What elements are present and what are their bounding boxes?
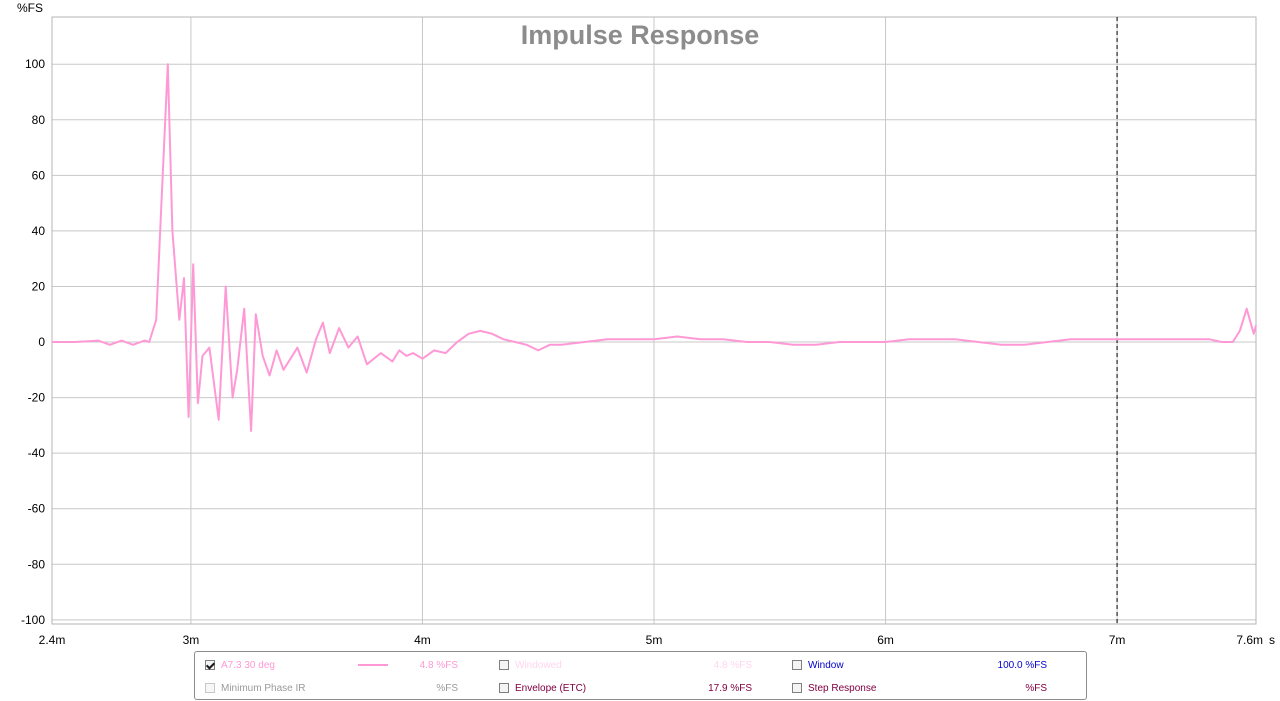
legend-item-min-phase[interactable]: Minimum Phase IR xyxy=(205,678,305,698)
legend-item-label: Window xyxy=(808,659,844,671)
legend-item-step[interactable]: Step Response xyxy=(792,678,876,698)
x-tick-label: 7.6m xyxy=(1236,633,1263,647)
y-tick-label: 20 xyxy=(32,279,46,293)
legend-item-label: A7.3 30 deg xyxy=(221,659,275,671)
legend-item-value: 17.9 %FS xyxy=(708,682,752,694)
x-tick-label: 5m xyxy=(646,633,663,647)
y-tick-label: -40 xyxy=(28,446,46,460)
legend-item-label: Windowed xyxy=(515,659,562,671)
legend-item-label: Envelope (ETC) xyxy=(515,682,587,694)
chart-title: Impulse Response xyxy=(521,20,760,50)
x-tick-label: 4m xyxy=(414,633,431,647)
legend-item-label: Minimum Phase IR xyxy=(221,682,306,694)
legend-item-window[interactable]: Window xyxy=(792,655,844,675)
checkbox-icon[interactable] xyxy=(499,683,509,693)
checkbox-icon[interactable] xyxy=(792,683,802,693)
checkbox-icon[interactable] xyxy=(205,660,215,670)
y-tick-label: 60 xyxy=(32,168,46,182)
checkbox-icon[interactable] xyxy=(792,660,802,670)
x-tick-label: 7m xyxy=(1109,633,1126,647)
y-tick-label: -20 xyxy=(28,391,46,405)
series-swatch xyxy=(358,664,388,666)
y-tick-label: 80 xyxy=(32,113,46,127)
x-tick-label: 3m xyxy=(183,633,200,647)
legend-item-value: 100.0 %FS xyxy=(997,659,1047,671)
legend-row: Minimum Phase IR %FS Envelope (ETC) 17.9… xyxy=(195,678,1086,698)
legend-item-value: %FS xyxy=(1025,682,1047,694)
y-tick-label: 40 xyxy=(32,224,46,238)
x-tick-labels: 2.4m 3m 4m 5m 6m 7m 7.6m xyxy=(39,633,1263,647)
y-tick-label: -80 xyxy=(28,557,46,571)
y-tick-label: -60 xyxy=(28,502,46,516)
y-tick-labels: 100 80 60 40 20 0 -20 -40 -60 -80 -100 xyxy=(21,57,45,627)
series-line xyxy=(52,63,1257,432)
x-tick-label: 2.4m xyxy=(39,633,66,647)
legend-panel: A7.3 30 deg 4.8 %FS Windowed 4.8 %FS Win… xyxy=(194,651,1087,700)
y-tick-label: -100 xyxy=(21,613,45,627)
checkbox-icon[interactable] xyxy=(205,683,215,693)
legend-item-value: %FS xyxy=(436,682,458,694)
x-tick-label: 6m xyxy=(877,633,894,647)
legend-row: A7.3 30 deg 4.8 %FS Windowed 4.8 %FS Win… xyxy=(195,655,1086,675)
checkbox-icon[interactable] xyxy=(499,660,509,670)
legend-item-windowed[interactable]: Windowed xyxy=(499,655,562,675)
x-axis-unit: s xyxy=(1269,633,1275,647)
legend-item-label: Step Response xyxy=(808,682,877,694)
legend-item-main[interactable]: A7.3 30 deg xyxy=(205,655,275,675)
y-tick-label: 0 xyxy=(38,335,45,349)
legend-item-value: 4.8 %FS xyxy=(713,659,752,671)
grid-lines xyxy=(52,17,1256,624)
legend-item-envelope[interactable]: Envelope (ETC) xyxy=(499,678,586,698)
plot-frame xyxy=(51,16,1257,625)
y-tick-label: 100 xyxy=(25,57,45,71)
y-axis-unit: %FS xyxy=(17,1,43,15)
legend-item-value: 4.8 %FS xyxy=(419,659,458,671)
